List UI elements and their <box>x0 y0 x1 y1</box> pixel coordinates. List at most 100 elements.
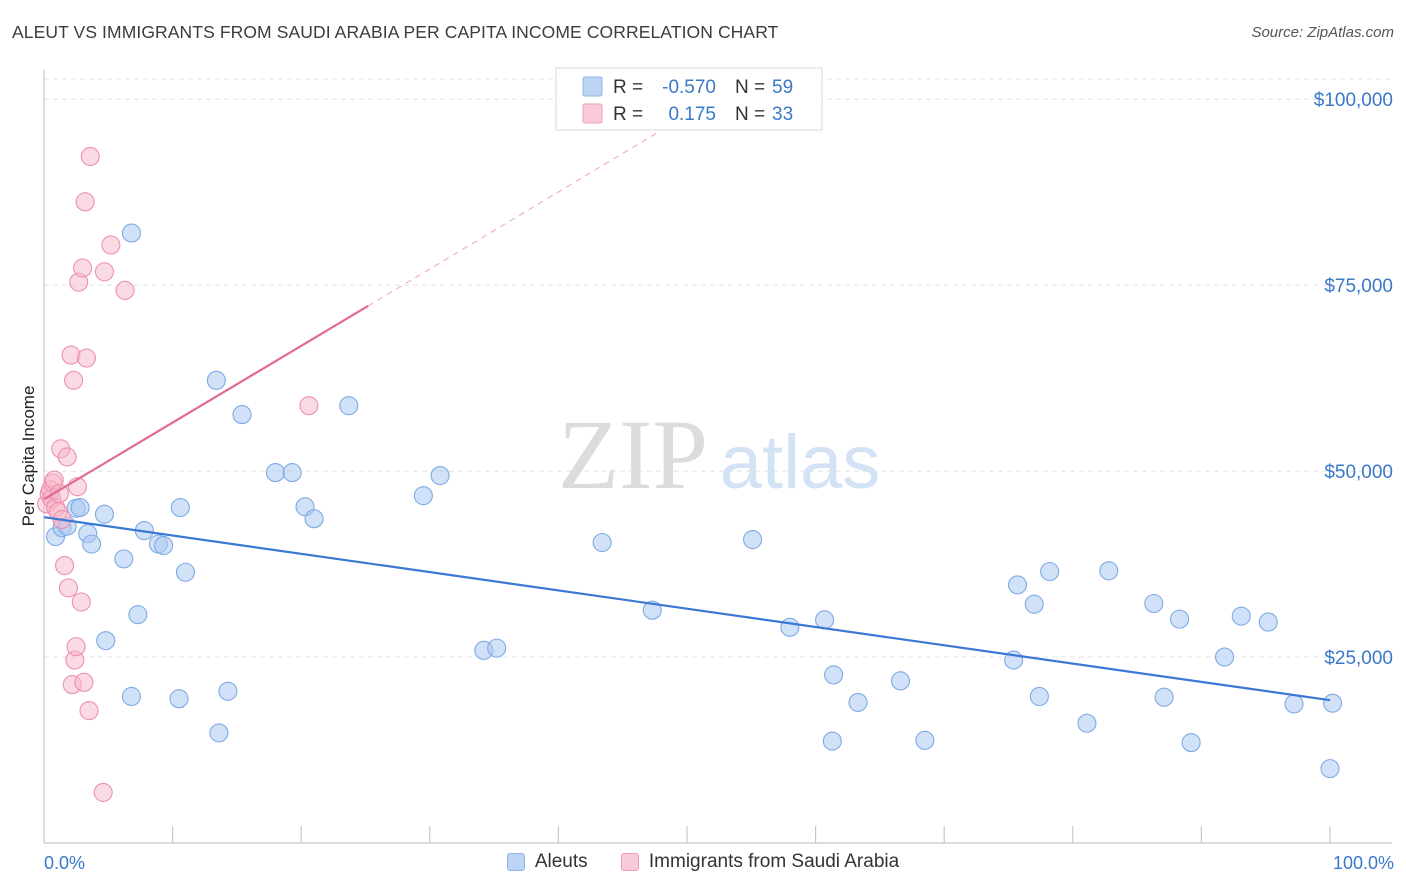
point-aleuts <box>1214 647 1235 667</box>
point-aleuts <box>154 535 174 556</box>
point-aleuts <box>822 731 842 751</box>
series-legend: Aleuts Immigrants from Saudi Arabia <box>0 851 1406 877</box>
gridlines <box>44 78 1392 658</box>
stats-legend: R = -0.570 N = 59 R = 0.175 N = 33 <box>555 67 823 131</box>
point-aleuts <box>915 730 935 750</box>
point-aleuts <box>82 534 102 554</box>
point-saudi <box>57 447 77 467</box>
point-aleuts <box>218 681 238 701</box>
chart-title: ALEUT VS IMMIGRANTS FROM SAUDI ARABIA PE… <box>12 22 779 42</box>
legend-label-saudi: Immigrants from Saudi Arabia <box>648 851 900 872</box>
x-ticks <box>172 826 1331 843</box>
watermark-zip: ZIP <box>558 399 708 510</box>
point-aleuts <box>70 497 90 518</box>
point-aleuts <box>1320 759 1340 779</box>
point-aleuts <box>1231 606 1251 626</box>
point-aleuts <box>1258 612 1278 632</box>
point-aleuts <box>815 610 835 630</box>
point-aleuts <box>339 396 359 416</box>
point-aleuts <box>1099 561 1119 581</box>
legend-n-value-saudi: 33 <box>772 104 793 125</box>
point-saudi <box>115 280 135 300</box>
point-aleuts <box>592 532 612 553</box>
point-aleuts <box>170 497 190 518</box>
point-saudi <box>299 396 319 416</box>
trend-line-aleuts <box>43 516 1331 702</box>
trend-line-saudi-extension <box>367 111 693 307</box>
point-aleuts <box>430 466 450 486</box>
y-tick-label: $25,000 <box>1324 648 1393 669</box>
point-aleuts <box>169 689 189 709</box>
point-aleuts <box>265 463 286 483</box>
point-saudi <box>74 672 94 692</box>
legend-item-aleuts: Aleuts <box>506 851 588 873</box>
point-aleuts <box>232 405 252 425</box>
point-aleuts <box>848 692 868 712</box>
y-tick-label: $75,000 <box>1324 276 1393 297</box>
point-aleuts <box>282 463 302 483</box>
point-aleuts <box>1040 561 1060 582</box>
axes <box>43 70 1392 844</box>
point-aleuts <box>128 605 148 625</box>
legend-n-label-aleuts: N = <box>735 77 770 98</box>
point-saudi <box>73 258 93 278</box>
legend-swatch-saudi <box>582 103 603 124</box>
point-aleuts <box>1029 686 1049 707</box>
point-saudi <box>61 345 81 365</box>
point-aleuts <box>209 723 229 743</box>
legend-r-label-saudi: R = <box>613 104 648 125</box>
y-tick-label: $100,000 <box>1314 90 1393 111</box>
x-tick-label-max: 100.0% <box>1333 853 1394 873</box>
point-saudi <box>93 782 113 802</box>
point-aleuts <box>413 486 433 506</box>
x-tick-label-min: 0.0% <box>44 853 85 873</box>
point-saudi <box>76 348 96 368</box>
point-aleuts <box>121 686 141 707</box>
point-aleuts <box>206 370 226 390</box>
legend-n-label-saudi: N = <box>735 104 770 125</box>
point-aleuts <box>780 617 800 637</box>
point-saudi <box>101 235 121 255</box>
point-aleuts <box>1169 609 1190 629</box>
legend-swatch-bottom-saudi <box>620 853 639 871</box>
point-saudi <box>49 483 69 503</box>
point-saudi <box>71 592 91 612</box>
point-aleuts <box>1077 713 1097 733</box>
source-label: Source: ZipAtlas.com <box>1251 24 1394 41</box>
legend-item-saudi: Immigrants from Saudi Arabia <box>620 851 900 873</box>
point-aleuts <box>304 509 324 529</box>
watermark: ZIP atlas <box>558 399 880 510</box>
point-aleuts <box>121 223 141 243</box>
y-tick-labels: $25,000 $50,000 $75,000 $100,000 <box>1314 90 1393 669</box>
legend-label-aleuts: Aleuts <box>534 851 588 872</box>
trend-line-saudi <box>43 305 369 501</box>
legend-r-label-aleuts: R = <box>613 77 648 98</box>
point-aleuts <box>743 529 763 550</box>
point-saudi <box>64 370 84 390</box>
trend-lines <box>43 111 1331 702</box>
point-aleuts <box>1323 693 1343 713</box>
point-aleuts <box>94 504 114 524</box>
legend-swatch-bottom-aleuts <box>506 853 525 871</box>
point-saudi <box>66 637 86 657</box>
point-aleuts <box>1024 594 1044 614</box>
point-aleuts <box>487 638 507 658</box>
point-aleuts <box>1181 733 1201 753</box>
point-aleuts <box>890 671 911 691</box>
legend-n-value-aleuts: 59 <box>772 77 793 98</box>
point-aleuts <box>1154 687 1174 707</box>
watermark-atlas: atlas <box>720 420 881 505</box>
y-axis-label: Per Capita Income <box>19 386 38 527</box>
point-saudi <box>55 556 75 576</box>
legend-r-value-saudi: 0.175 <box>668 104 716 125</box>
y-tick-label: $50,000 <box>1324 462 1393 483</box>
point-aleuts <box>175 562 196 582</box>
point-saudi <box>80 146 100 167</box>
point-aleuts <box>1007 575 1028 595</box>
point-aleuts <box>824 665 844 685</box>
point-aleuts <box>642 600 662 620</box>
data-points <box>37 146 1343 802</box>
point-aleuts <box>114 549 134 569</box>
point-aleuts <box>1284 694 1304 714</box>
